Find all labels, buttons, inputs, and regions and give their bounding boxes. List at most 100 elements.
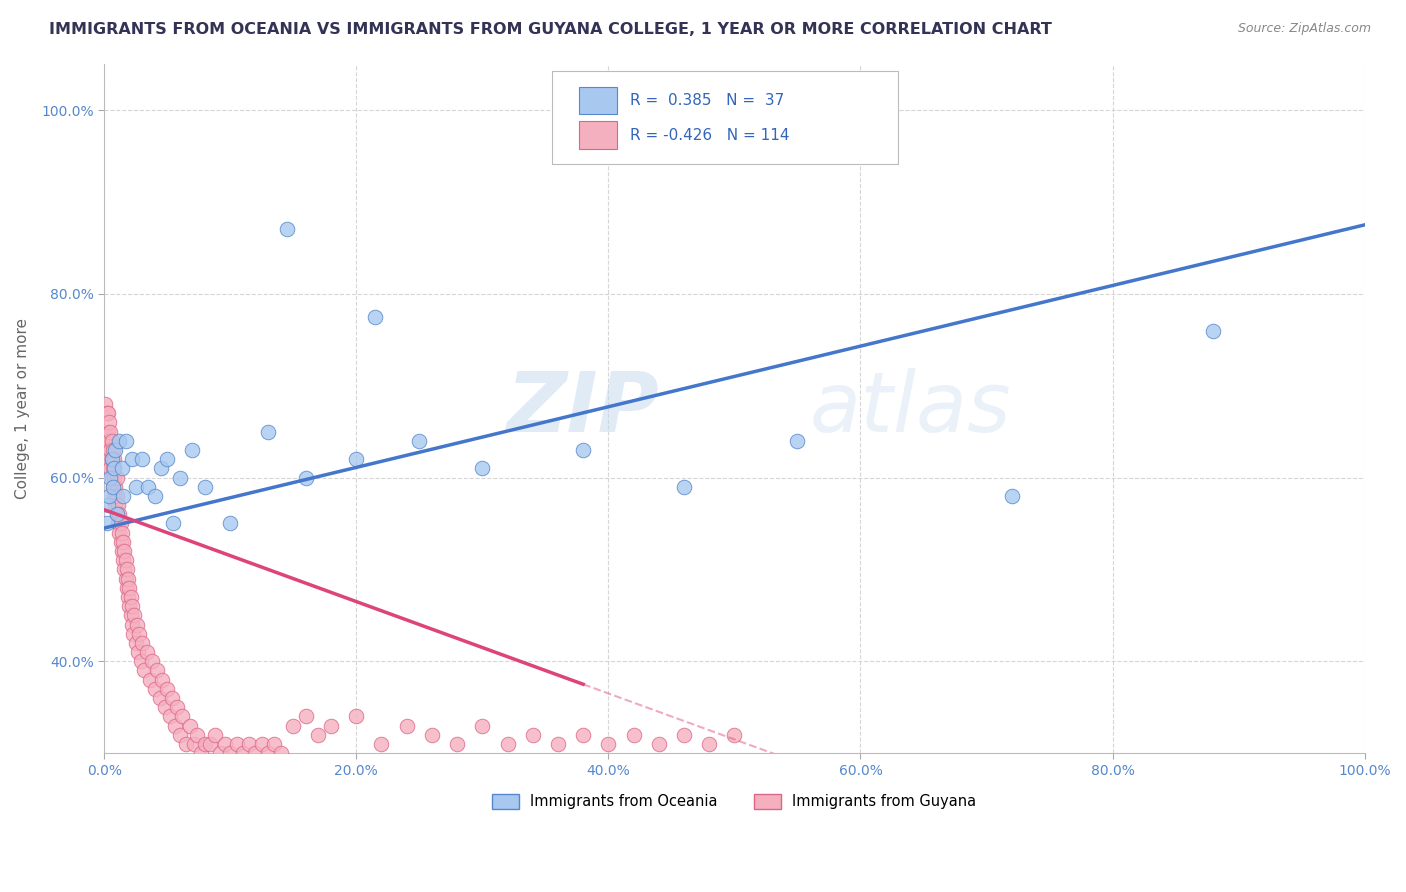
- Point: [118, 581, 141, 595]
- Point: [672, 728, 695, 742]
- Point: [162, 516, 184, 531]
- Point: [136, 645, 159, 659]
- Point: [156, 681, 179, 696]
- Point: [111, 544, 134, 558]
- Point: [127, 645, 149, 659]
- Point: [104, 442, 127, 457]
- Text: Source: ZipAtlas.com: Source: ZipAtlas.com: [1237, 22, 1371, 36]
- Point: [114, 572, 136, 586]
- Point: [169, 728, 191, 742]
- Point: [94, 425, 117, 439]
- Point: [97, 442, 120, 457]
- Point: [97, 498, 120, 512]
- Point: [295, 470, 318, 484]
- Point: [111, 461, 134, 475]
- Point: [98, 434, 121, 448]
- Point: [153, 700, 176, 714]
- Point: [186, 728, 208, 742]
- Point: [121, 617, 143, 632]
- Point: [219, 746, 242, 760]
- Legend: Immigrants from Oceania, Immigrants from Guyana: Immigrants from Oceania, Immigrants from…: [486, 788, 983, 814]
- Point: [169, 470, 191, 484]
- Point: [124, 480, 146, 494]
- Point: [194, 480, 217, 494]
- Point: [149, 691, 172, 706]
- Point: [115, 562, 138, 576]
- Point: [163, 718, 186, 732]
- Point: [131, 636, 153, 650]
- Point: [225, 737, 247, 751]
- Point: [138, 673, 160, 687]
- Point: [122, 626, 145, 640]
- Point: [108, 525, 131, 540]
- Point: [307, 728, 329, 742]
- Text: IMMIGRANTS FROM OCEANIA VS IMMIGRANTS FROM GUYANA COLLEGE, 1 YEAR OR MORE CORREL: IMMIGRANTS FROM OCEANIA VS IMMIGRANTS FR…: [49, 22, 1052, 37]
- Point: [110, 534, 132, 549]
- Point: [108, 508, 131, 522]
- Point: [364, 310, 387, 324]
- Text: R =  0.385   N =  37: R = 0.385 N = 37: [630, 93, 785, 108]
- Text: atlas: atlas: [810, 368, 1012, 449]
- Point: [124, 608, 146, 623]
- Point: [114, 434, 136, 448]
- Point: [471, 461, 494, 475]
- Point: [344, 709, 367, 723]
- Point: [100, 434, 122, 448]
- Text: R = -0.426   N = 114: R = -0.426 N = 114: [630, 128, 789, 143]
- Point: [100, 425, 122, 439]
- Point: [283, 718, 305, 732]
- Point: [97, 406, 120, 420]
- Point: [111, 525, 134, 540]
- Point: [598, 737, 620, 751]
- Point: [181, 442, 204, 457]
- Point: [143, 681, 166, 696]
- Point: [238, 737, 260, 751]
- Point: [105, 508, 128, 522]
- Point: [623, 728, 645, 742]
- Bar: [579, 121, 617, 149]
- Point: [319, 718, 342, 732]
- Point: [219, 516, 242, 531]
- Point: [128, 626, 150, 640]
- Point: [110, 516, 132, 531]
- Point: [149, 461, 172, 475]
- Point: [112, 544, 135, 558]
- Point: [672, 480, 695, 494]
- Point: [295, 709, 318, 723]
- Point: [214, 737, 236, 751]
- Point: [96, 434, 118, 448]
- Point: [94, 397, 117, 411]
- Point: [96, 406, 118, 420]
- Point: [107, 498, 129, 512]
- Point: [179, 718, 201, 732]
- Point: [112, 534, 135, 549]
- Point: [723, 728, 745, 742]
- Point: [572, 728, 595, 742]
- Point: [98, 489, 121, 503]
- Point: [471, 718, 494, 732]
- Point: [648, 737, 671, 751]
- Point: [276, 222, 298, 236]
- Point: [98, 452, 121, 467]
- Point: [572, 442, 595, 457]
- Point: [104, 498, 127, 512]
- Point: [198, 737, 221, 751]
- Point: [107, 516, 129, 531]
- Point: [446, 737, 468, 751]
- Point: [146, 664, 169, 678]
- Point: [190, 746, 212, 760]
- Point: [117, 590, 139, 604]
- Point: [257, 425, 280, 439]
- Point: [121, 599, 143, 614]
- Point: [232, 746, 254, 760]
- Point: [257, 746, 280, 760]
- Point: [270, 746, 292, 760]
- Point: [1202, 324, 1225, 338]
- Point: [131, 452, 153, 467]
- Point: [143, 489, 166, 503]
- Point: [115, 581, 138, 595]
- Point: [100, 461, 122, 475]
- Point: [194, 737, 217, 751]
- Point: [209, 746, 232, 760]
- Point: [100, 442, 122, 457]
